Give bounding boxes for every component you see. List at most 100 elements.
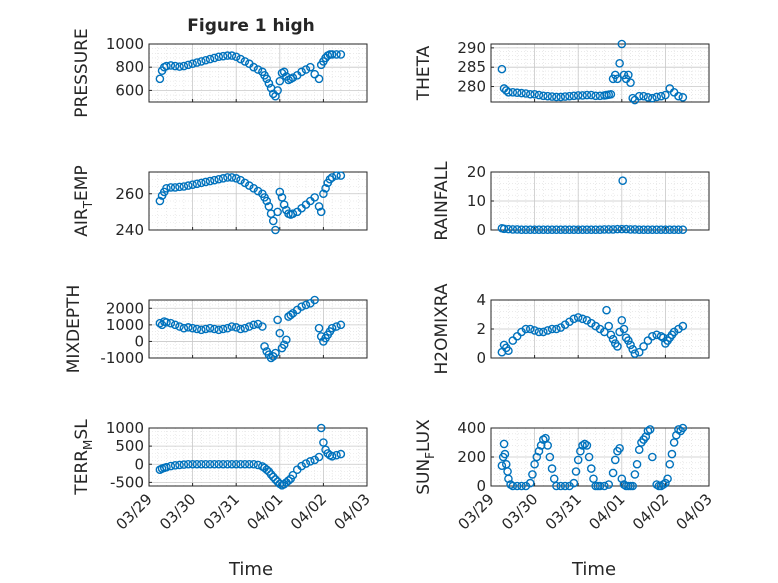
data-point bbox=[240, 57, 250, 66]
data-point bbox=[525, 324, 535, 334]
data-point bbox=[227, 173, 237, 182]
y-tick-label: 0 bbox=[476, 349, 486, 367]
data-point bbox=[244, 459, 254, 469]
x-tick-label: 04/03 bbox=[673, 490, 716, 533]
data-point bbox=[205, 54, 215, 64]
data-point bbox=[545, 452, 555, 462]
data-point bbox=[578, 314, 587, 324]
data-point bbox=[253, 319, 263, 329]
x-tick-label: 04/03 bbox=[331, 490, 374, 533]
data-point bbox=[214, 52, 224, 62]
data-point bbox=[183, 323, 193, 332]
data-point bbox=[218, 459, 228, 469]
data-point bbox=[166, 461, 176, 471]
axes-box bbox=[148, 427, 368, 487]
data-point bbox=[504, 224, 513, 234]
data-point bbox=[332, 322, 341, 331]
x-tick-label: 03/29 bbox=[113, 490, 156, 533]
data-point bbox=[231, 323, 241, 332]
data-point bbox=[258, 322, 267, 331]
axes-box bbox=[490, 171, 710, 231]
data-point bbox=[214, 459, 224, 469]
data-point bbox=[543, 441, 552, 450]
y-tick-label: 1000 bbox=[106, 35, 144, 53]
data-point bbox=[166, 318, 176, 328]
data-point bbox=[310, 295, 319, 305]
data-point bbox=[306, 457, 315, 466]
data-point bbox=[569, 225, 579, 235]
data-point bbox=[310, 193, 319, 202]
data-point bbox=[205, 176, 215, 186]
data-point bbox=[314, 202, 324, 211]
data-point bbox=[643, 93, 653, 102]
data-point bbox=[201, 55, 210, 65]
data-point bbox=[231, 52, 241, 62]
data-point bbox=[525, 225, 535, 235]
data-point bbox=[266, 353, 276, 363]
axes-box bbox=[490, 43, 710, 103]
data-point bbox=[175, 182, 184, 192]
data-point bbox=[578, 225, 587, 235]
x-axis-label-right: Time bbox=[571, 559, 616, 580]
data-point bbox=[552, 481, 561, 491]
data-point bbox=[656, 91, 666, 101]
data-point bbox=[556, 225, 566, 235]
x-tick-label: 03/31 bbox=[542, 490, 585, 533]
data-point bbox=[279, 340, 289, 350]
y-tick-label: 0 bbox=[134, 332, 144, 350]
data-point bbox=[602, 305, 611, 315]
data-point bbox=[661, 478, 670, 488]
data-point bbox=[223, 173, 232, 182]
data-point bbox=[539, 327, 548, 337]
data-point bbox=[155, 74, 165, 84]
data-point bbox=[240, 459, 250, 469]
data-point bbox=[578, 441, 587, 450]
data-point bbox=[521, 324, 531, 334]
data-point bbox=[271, 348, 280, 358]
data-point bbox=[661, 90, 670, 100]
data-point bbox=[617, 224, 627, 234]
data-point bbox=[517, 88, 526, 98]
data-point bbox=[197, 178, 206, 188]
data-point bbox=[332, 50, 341, 59]
data-point bbox=[617, 315, 627, 325]
data-point bbox=[297, 302, 306, 311]
data-point bbox=[521, 89, 531, 98]
data-point bbox=[223, 51, 232, 60]
data-point bbox=[275, 187, 285, 197]
data-point bbox=[617, 39, 627, 49]
y-tick-label: -1000 bbox=[100, 349, 144, 367]
data-point bbox=[521, 225, 531, 235]
data-point bbox=[297, 461, 306, 471]
data-point bbox=[179, 61, 189, 71]
data-point bbox=[573, 455, 583, 465]
y-axis-label: AIRTEMP bbox=[72, 165, 95, 236]
y-tick-label: -500 bbox=[110, 473, 144, 491]
data-point bbox=[608, 334, 618, 344]
data-point bbox=[663, 474, 672, 484]
data-point bbox=[530, 89, 539, 99]
data-point bbox=[336, 449, 346, 459]
y-tick-label: 20 bbox=[467, 163, 486, 181]
data-point bbox=[273, 315, 282, 325]
data-point bbox=[534, 90, 544, 100]
data-point bbox=[648, 93, 657, 103]
data-point bbox=[249, 62, 258, 72]
data-point bbox=[591, 91, 600, 101]
data-point bbox=[573, 225, 583, 235]
data-point bbox=[634, 347, 644, 357]
data-point bbox=[586, 225, 596, 235]
data-point bbox=[327, 50, 337, 59]
data-point bbox=[273, 207, 282, 217]
data-point bbox=[543, 326, 552, 335]
data-point bbox=[534, 327, 544, 337]
y-axis-label: MIXDEPTH bbox=[64, 285, 84, 374]
data-point bbox=[201, 324, 210, 334]
axes-box bbox=[490, 299, 710, 359]
data-point bbox=[547, 324, 557, 334]
data-point bbox=[244, 181, 254, 190]
y-tick-label: 0 bbox=[476, 477, 486, 495]
data-point bbox=[608, 225, 618, 234]
